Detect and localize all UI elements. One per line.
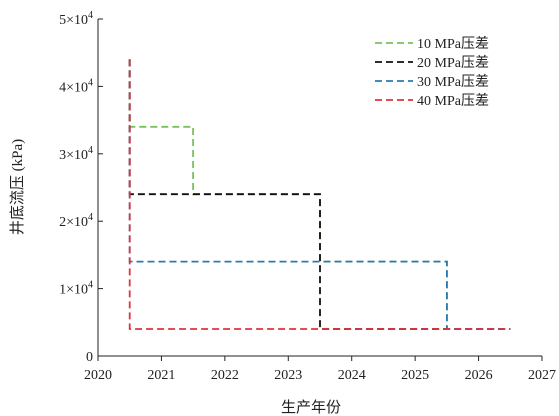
- x-tick-label: 2023: [274, 368, 302, 383]
- series-line-4: [128, 59, 511, 330]
- y-tick-label: 1×104: [59, 280, 93, 298]
- legend-label: 30 MPa压差: [417, 74, 489, 90]
- axes: [97, 19, 542, 357]
- x-axis-title: 生产年份: [281, 399, 341, 416]
- y-axis-title: 井底流压 (kPa): [9, 139, 26, 235]
- x-axis-ticks: 2020 2021 2022 2023 2024 2025 2026 2027: [84, 356, 556, 383]
- y-tick-label: 2×104: [59, 212, 93, 230]
- x-tick-label: 2022: [211, 368, 239, 383]
- y-tick-label: 5×104: [59, 10, 93, 28]
- x-tick-label: 2020: [84, 368, 112, 383]
- y-tick-label: 4×104: [59, 77, 93, 95]
- legend: 10 MPa压差 20 MPa压差 30 MPa压差 40 MPa压差: [375, 36, 489, 109]
- x-tick-label: 2024: [338, 368, 366, 383]
- y-axis-ticks: 0 1×104 2×104 3×104 4×104 5×104: [59, 10, 103, 365]
- x-tick-label: 2021: [147, 368, 175, 383]
- legend-label: 10 MPa压差: [417, 36, 489, 52]
- x-tick-label: 2027: [528, 368, 556, 383]
- legend-label: 20 MPa压差: [417, 55, 489, 71]
- y-tick-label: 0: [86, 350, 93, 365]
- legend-label: 40 MPa压差: [417, 93, 489, 109]
- y-tick-label: 3×104: [59, 145, 93, 163]
- series-layer: [128, 59, 511, 330]
- x-tick-label: 2026: [465, 368, 493, 383]
- x-tick-label: 2025: [401, 368, 429, 383]
